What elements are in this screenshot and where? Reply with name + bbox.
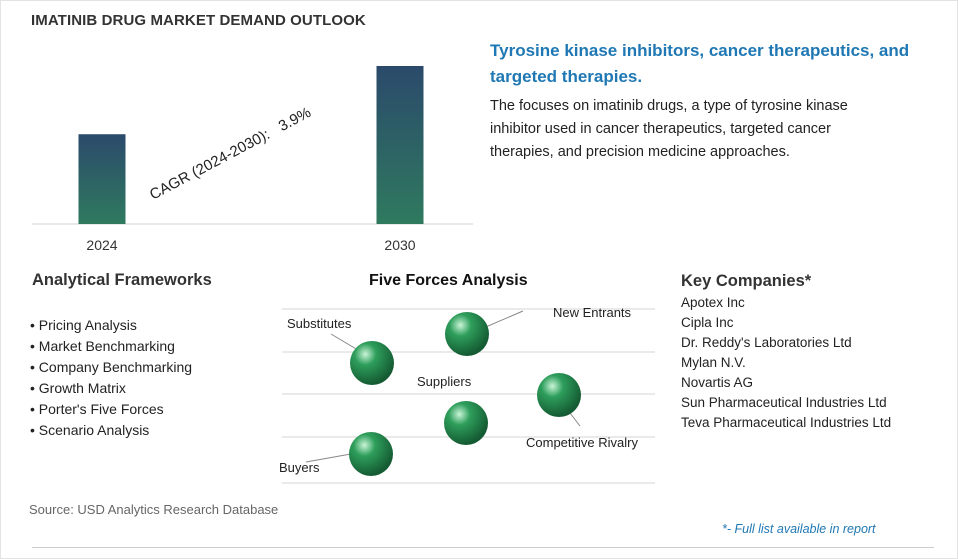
key-companies-heading: Key Companies*	[681, 272, 812, 290]
framework-item: Market Benchmarking	[30, 336, 192, 357]
x-tick-label: 2024	[86, 237, 117, 253]
suppliers-sphere-icon	[444, 401, 488, 445]
five-forces-heading: Five Forces Analysis	[369, 272, 528, 289]
bar-2024	[78, 134, 126, 224]
bar-chart: 2024 2030 CAGR (2024-2030): 3.9%	[32, 66, 473, 253]
company-item: Novartis AG	[681, 375, 754, 390]
substitutes-sphere-icon	[350, 341, 394, 385]
cagr-annotation: CAGR (2024-2030): 3.9%	[147, 104, 314, 204]
force-label-suppliers: Suppliers	[417, 374, 472, 389]
five-forces-diagram: Substitutes New Entrants Suppliers Compe…	[279, 305, 655, 484]
force-label-new-entrants: New Entrants	[553, 305, 632, 320]
source-note: Source: USD Analytics Research Database	[29, 502, 279, 517]
main-title: IMATINIB DRUG MARKET DEMAND OUTLOOK	[31, 12, 366, 29]
new-entrants-sphere-icon	[445, 312, 489, 356]
company-item: Apotex Inc	[681, 295, 745, 310]
force-label-buyers: Buyers	[279, 460, 320, 475]
company-item: Teva Pharmaceutical Industries Ltd	[681, 415, 892, 430]
framework-item: Pricing Analysis	[30, 315, 192, 336]
analytical-frameworks-list: Pricing Analysis Market Benchmarking Com…	[30, 315, 192, 441]
company-item: Sun Pharmaceutical Industries Ltd	[681, 395, 887, 410]
bottom-divider	[32, 547, 934, 548]
framework-item: Scenario Analysis	[30, 420, 192, 441]
right-panel-description: The focuses on imatinib drugs, a type of…	[490, 98, 848, 160]
framework-item: Porter's Five Forces	[30, 399, 192, 420]
x-tick-label: 2030	[384, 237, 415, 253]
framework-item: Company Benchmarking	[30, 357, 192, 378]
buyers-sphere-icon	[349, 432, 393, 476]
analytical-frameworks-heading: Analytical Frameworks	[32, 271, 212, 289]
framework-item: Growth Matrix	[30, 378, 192, 399]
key-companies-list: Apotex Inc Cipla Inc Dr. Reddy's Laborat…	[681, 293, 891, 433]
force-label-competitive-rivalry: Competitive Rivalry	[526, 435, 638, 450]
right-panel-heading: Tyrosine kinase inhibitors, cancer thera…	[490, 41, 910, 86]
competitive-rivalry-sphere-icon	[537, 373, 581, 417]
bar-2030	[376, 66, 424, 224]
company-item: Dr. Reddy's Laboratories Ltd	[681, 335, 852, 350]
full-list-note: *- Full list available in report	[722, 522, 876, 536]
company-item: Cipla Inc	[681, 315, 734, 330]
force-label-substitutes: Substitutes	[287, 316, 352, 331]
company-item: Mylan N.V.	[681, 355, 746, 370]
